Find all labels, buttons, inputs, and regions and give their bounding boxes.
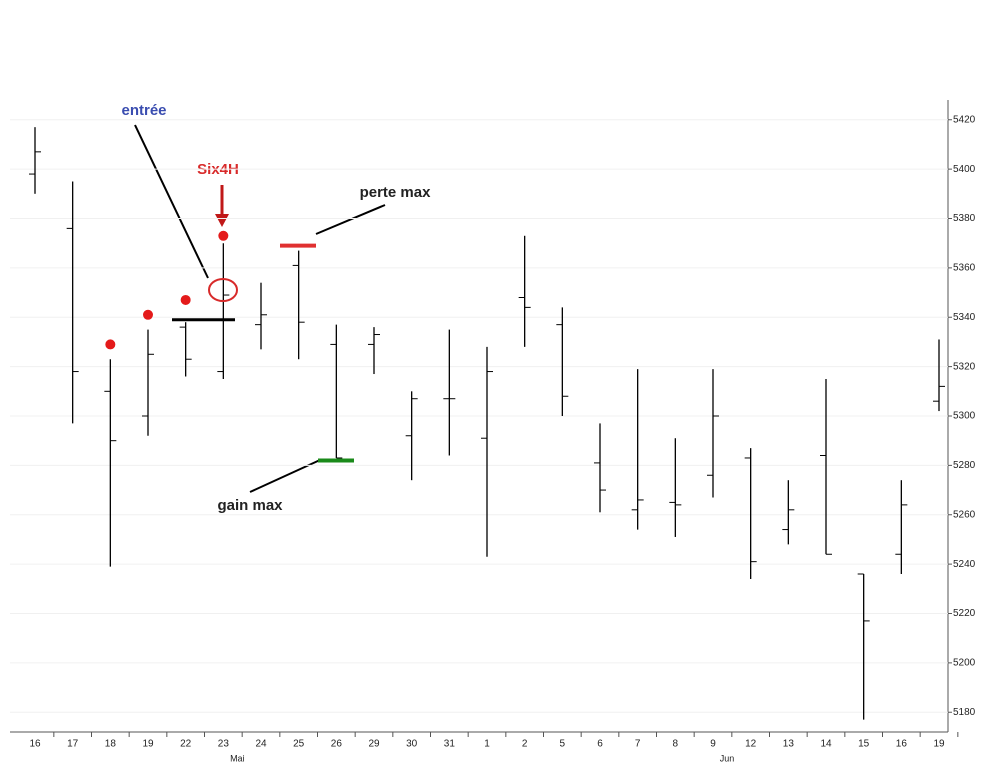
y-tick-label: 5240 <box>953 559 976 570</box>
y-tick-label: 5200 <box>953 658 976 669</box>
y-tick-label: 5280 <box>953 460 976 471</box>
stop-label: perte max <box>360 184 432 201</box>
x-tick-label: 8 <box>673 739 679 750</box>
x-tick-label: 23 <box>218 739 230 750</box>
x-tick-label: 15 <box>858 739 870 750</box>
x-tick-label: 6 <box>597 739 603 750</box>
y-tick-label: 5260 <box>953 509 976 520</box>
x-tick-label: 2 <box>522 739 528 750</box>
x-tick-label: 16 <box>896 739 908 750</box>
x-tick-label: 25 <box>293 739 305 750</box>
y-tick-label: 5180 <box>953 707 976 718</box>
y-tick-label: 5400 <box>953 164 976 175</box>
x-tick-label: 7 <box>635 739 641 750</box>
x-tick-label: 29 <box>368 739 380 750</box>
x-tick-label: 24 <box>255 739 267 750</box>
stop-pointer <box>315 204 386 235</box>
y-tick-label: 5340 <box>953 312 976 323</box>
x-tick-label: 19 <box>142 739 154 750</box>
x-tick-label: 5 <box>560 739 566 750</box>
signal-dot <box>180 294 191 305</box>
signal-arrow-head <box>215 214 229 227</box>
target-label: gain max <box>217 497 283 514</box>
month-label: Mai <box>230 753 245 763</box>
signal-dot <box>218 230 229 241</box>
x-tick-label: 12 <box>745 739 757 750</box>
signal-dot <box>105 339 116 350</box>
x-tick-label: 22 <box>180 739 192 750</box>
month-label: Jun <box>720 753 735 763</box>
x-tick-label: 9 <box>710 739 716 750</box>
entry-label: entrée <box>121 102 166 119</box>
y-tick-label: 5320 <box>953 361 976 372</box>
entry-pointer <box>134 124 209 279</box>
x-tick-label: 17 <box>67 739 79 750</box>
y-tick-label: 5300 <box>953 411 976 422</box>
x-tick-label: 18 <box>105 739 117 750</box>
y-tick-label: 5380 <box>953 213 976 224</box>
x-tick-label: 14 <box>820 739 832 750</box>
y-tick-label: 5220 <box>953 608 976 619</box>
entry-circle <box>208 278 238 302</box>
x-tick-label: 1 <box>484 739 490 750</box>
x-tick-label: 31 <box>444 739 456 750</box>
y-tick-label: 5420 <box>953 114 976 125</box>
y-tick-label: 5360 <box>953 263 976 274</box>
x-tick-label: 16 <box>29 739 41 750</box>
signal-dot <box>143 309 153 320</box>
x-tick-label: 13 <box>783 739 795 750</box>
x-tick-label: 19 <box>933 739 945 750</box>
x-tick-label: 30 <box>406 739 418 750</box>
x-tick-label: 26 <box>331 739 343 750</box>
